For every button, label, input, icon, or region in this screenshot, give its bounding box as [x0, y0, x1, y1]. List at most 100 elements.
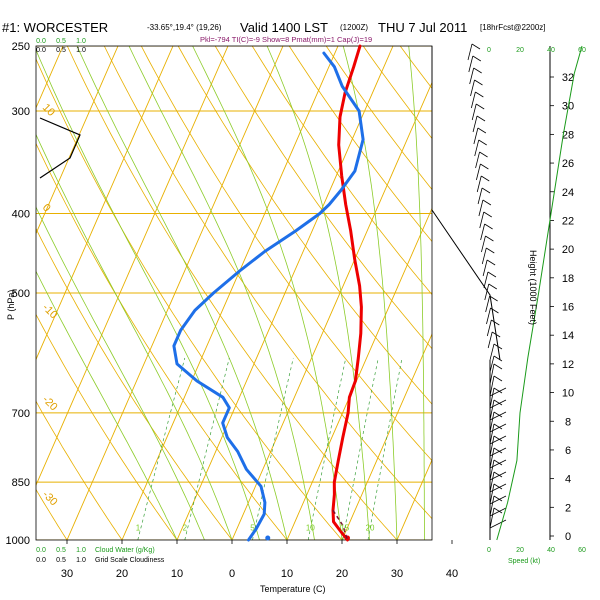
height-tick-label: 12 [562, 359, 574, 371]
height-axis-label: Height (1000 Feet) [528, 250, 538, 325]
isotherm [507, 46, 600, 540]
wind-barb [489, 363, 495, 385]
dry-adiabat [66, 46, 398, 540]
cloud-water-label: Cloud Water (g/Kg) [95, 547, 155, 554]
stability-indices: Pkl=-794 TI(C)=-9 Show=8 Pmat(mm)=1 Cap(… [200, 35, 372, 44]
wind-barb [485, 295, 491, 313]
isotherm [286, 207, 432, 540]
right-boundary [431, 209, 501, 361]
speed-label: Speed (kt) [508, 558, 540, 565]
moist-adiabat [36, 206, 205, 540]
wind-barb [489, 423, 495, 445]
cloud-water-tick-top: 0.5 [56, 38, 66, 45]
series-temperature [331, 44, 363, 542]
wind-barb [475, 151, 480, 169]
wind-barb-flag [485, 235, 494, 242]
wind-barb-flag [493, 507, 503, 514]
height-tick-label: 24 [562, 187, 574, 199]
isotherm [562, 46, 600, 540]
wind-barb-flag [486, 247, 495, 254]
forecast-info: [18hrFcst@2200z] [480, 23, 545, 32]
wind-barb-flag [493, 411, 503, 418]
station-coords: -33.65°,19.4° (19,26) [147, 23, 222, 32]
wind-barb [489, 447, 495, 469]
wind-barb [471, 103, 477, 121]
height-tick-label: 16 [562, 302, 574, 314]
mixing-ratio-line [137, 357, 186, 540]
wind-barb [489, 435, 495, 457]
moist-adiabat [192, 46, 343, 540]
speed-tick-bottom: 0 [487, 547, 491, 554]
wind-barb [470, 79, 475, 97]
cloudiness-tick-bottom: 0.0 [36, 557, 46, 564]
dry-adiabat [288, 46, 432, 243]
wind-barb [473, 127, 479, 145]
temp-tick-label: 30 [61, 568, 73, 580]
wind-barb [481, 247, 487, 265]
mixing-ratio-label: 15 [340, 523, 349, 532]
wind-barb-flag [493, 423, 503, 430]
moist-adiabat [408, 46, 425, 540]
isotherm [121, 46, 339, 540]
wind-barb [476, 163, 481, 181]
height-tick-label: 22 [562, 215, 574, 227]
wind-barb-flag [477, 127, 487, 134]
height-tick-label: 6 [565, 445, 571, 457]
height-tick-label: 8 [565, 416, 571, 428]
wind-barb [476, 175, 482, 193]
series-dewpoint [172, 51, 365, 542]
temp-tick-label: 0 [229, 568, 235, 580]
height-tick-label: 26 [562, 158, 574, 170]
wind-barb [489, 375, 495, 397]
cloudiness-tick-top: 0.0 [36, 47, 46, 54]
wind-barb-flag [473, 67, 482, 74]
dry-adiabat [103, 46, 432, 520]
height-tick-label: 14 [562, 330, 574, 342]
isotherm-label: -10 [40, 302, 60, 322]
speed-tick-top: 40 [547, 47, 555, 54]
speed-tick-top: 60 [578, 47, 586, 54]
wind-barb [489, 399, 495, 421]
wind-barb [489, 483, 495, 505]
wind-barb-flag [483, 211, 492, 218]
x-axis-label: Temperature (C) [260, 584, 326, 594]
cloudiness-tick-bottom: 1.0 [76, 557, 86, 564]
wind-barb-flag [493, 435, 503, 442]
pressure-tick-850: 850 [12, 477, 30, 489]
height-tick-label: 32 [562, 72, 574, 84]
wind-barb [474, 139, 480, 157]
pressure-tick-1000: 1000 [6, 535, 30, 547]
speed-tick-top: 20 [516, 47, 524, 54]
dry-adiabat [214, 46, 432, 350]
moist-adiabat [36, 270, 178, 540]
valid-time: Valid 1400 LST [240, 20, 328, 35]
wind-barb-flag [490, 307, 499, 314]
isotherm-label: 10 [40, 102, 57, 119]
wind-barb-flag [491, 319, 500, 326]
wind-barb [489, 411, 495, 433]
temp-tick-label: 20 [116, 568, 128, 580]
dry-adiabat [36, 58, 343, 540]
height-tick-label: 4 [565, 474, 571, 486]
mixing-ratio-label: 2 [183, 523, 188, 532]
wind-barb [489, 507, 495, 529]
wind-barb-flag [481, 187, 491, 194]
wind-barb [489, 471, 495, 493]
temp-tick-label: 40 [446, 568, 458, 580]
station-title: #1: WORCESTER [2, 20, 108, 35]
wind-barb [480, 223, 485, 241]
wind-barb-flag [493, 355, 503, 362]
moist-adiabat [36, 49, 260, 540]
moist-adiabat [76, 46, 288, 540]
isotherm [176, 46, 394, 540]
wind-barb [477, 187, 483, 205]
height-tick-label: 28 [562, 129, 574, 141]
wind-barb [482, 259, 488, 277]
isotherm [36, 46, 229, 487]
cloud-water-tick-top: 0.0 [36, 38, 46, 45]
moist-adiabat [36, 133, 233, 540]
wind-barb [470, 91, 476, 109]
dry-adiabat [177, 46, 432, 405]
wind-barb-flag [482, 199, 492, 206]
dry-adiabat [36, 400, 123, 540]
